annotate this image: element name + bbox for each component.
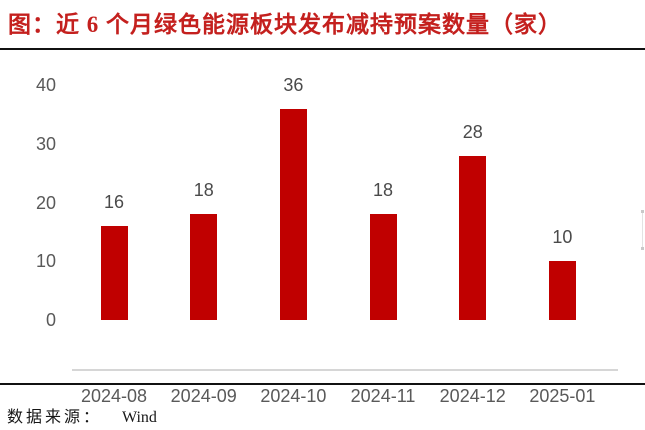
figure-title: 图：近 6 个月绿色能源板块发布减持预案数量（家） [8, 12, 562, 37]
divider-bottom [0, 383, 645, 385]
x-axis-category-label: 2025-01 [529, 386, 596, 406]
bar-value-label: 18 [193, 180, 214, 201]
bar-2024-08 [100, 226, 128, 320]
bar-2024-12 [459, 155, 487, 320]
bar-value-label: 18 [373, 180, 394, 201]
x-axis-category-label: 2024-08 [81, 386, 148, 406]
x-axis-category-label: 2024-09 [170, 386, 237, 406]
bar-value-label: 28 [462, 121, 483, 142]
y-axis-tick-label: 40 [35, 75, 56, 95]
page-edge-artifact [641, 210, 644, 250]
y-axis-tick-label: 0 [45, 310, 56, 330]
divider-top [0, 48, 645, 50]
bar-value-label: 36 [283, 74, 304, 95]
y-axis-tick-label: 10 [35, 251, 56, 272]
bar-2024-09 [190, 214, 218, 320]
x-axis-category-label: 2024-12 [439, 386, 506, 406]
data-source-value: Wind [122, 409, 157, 426]
data-source: 数据来源： Wind [7, 403, 157, 427]
bar-chart: 0 10 20 30 40 16 2024-08 18 2024-09 36 2024-10 18 2… [0, 50, 645, 406]
y-axis-tick-label: 30 [35, 133, 56, 154]
y-axis-tick-label: 20 [35, 192, 56, 213]
bar-2025-01 [548, 261, 576, 320]
data-source-label: 数据来源： [7, 409, 103, 426]
bar-value-label: 16 [104, 192, 125, 212]
bar-value-label: 10 [552, 227, 573, 248]
bar-2024-10 [279, 108, 307, 320]
x-axis-category-label: 2024-11 [350, 386, 416, 406]
bar-2024-11 [369, 214, 397, 320]
x-axis-line [72, 369, 618, 371]
x-axis-category-label: 2024-10 [260, 386, 327, 406]
